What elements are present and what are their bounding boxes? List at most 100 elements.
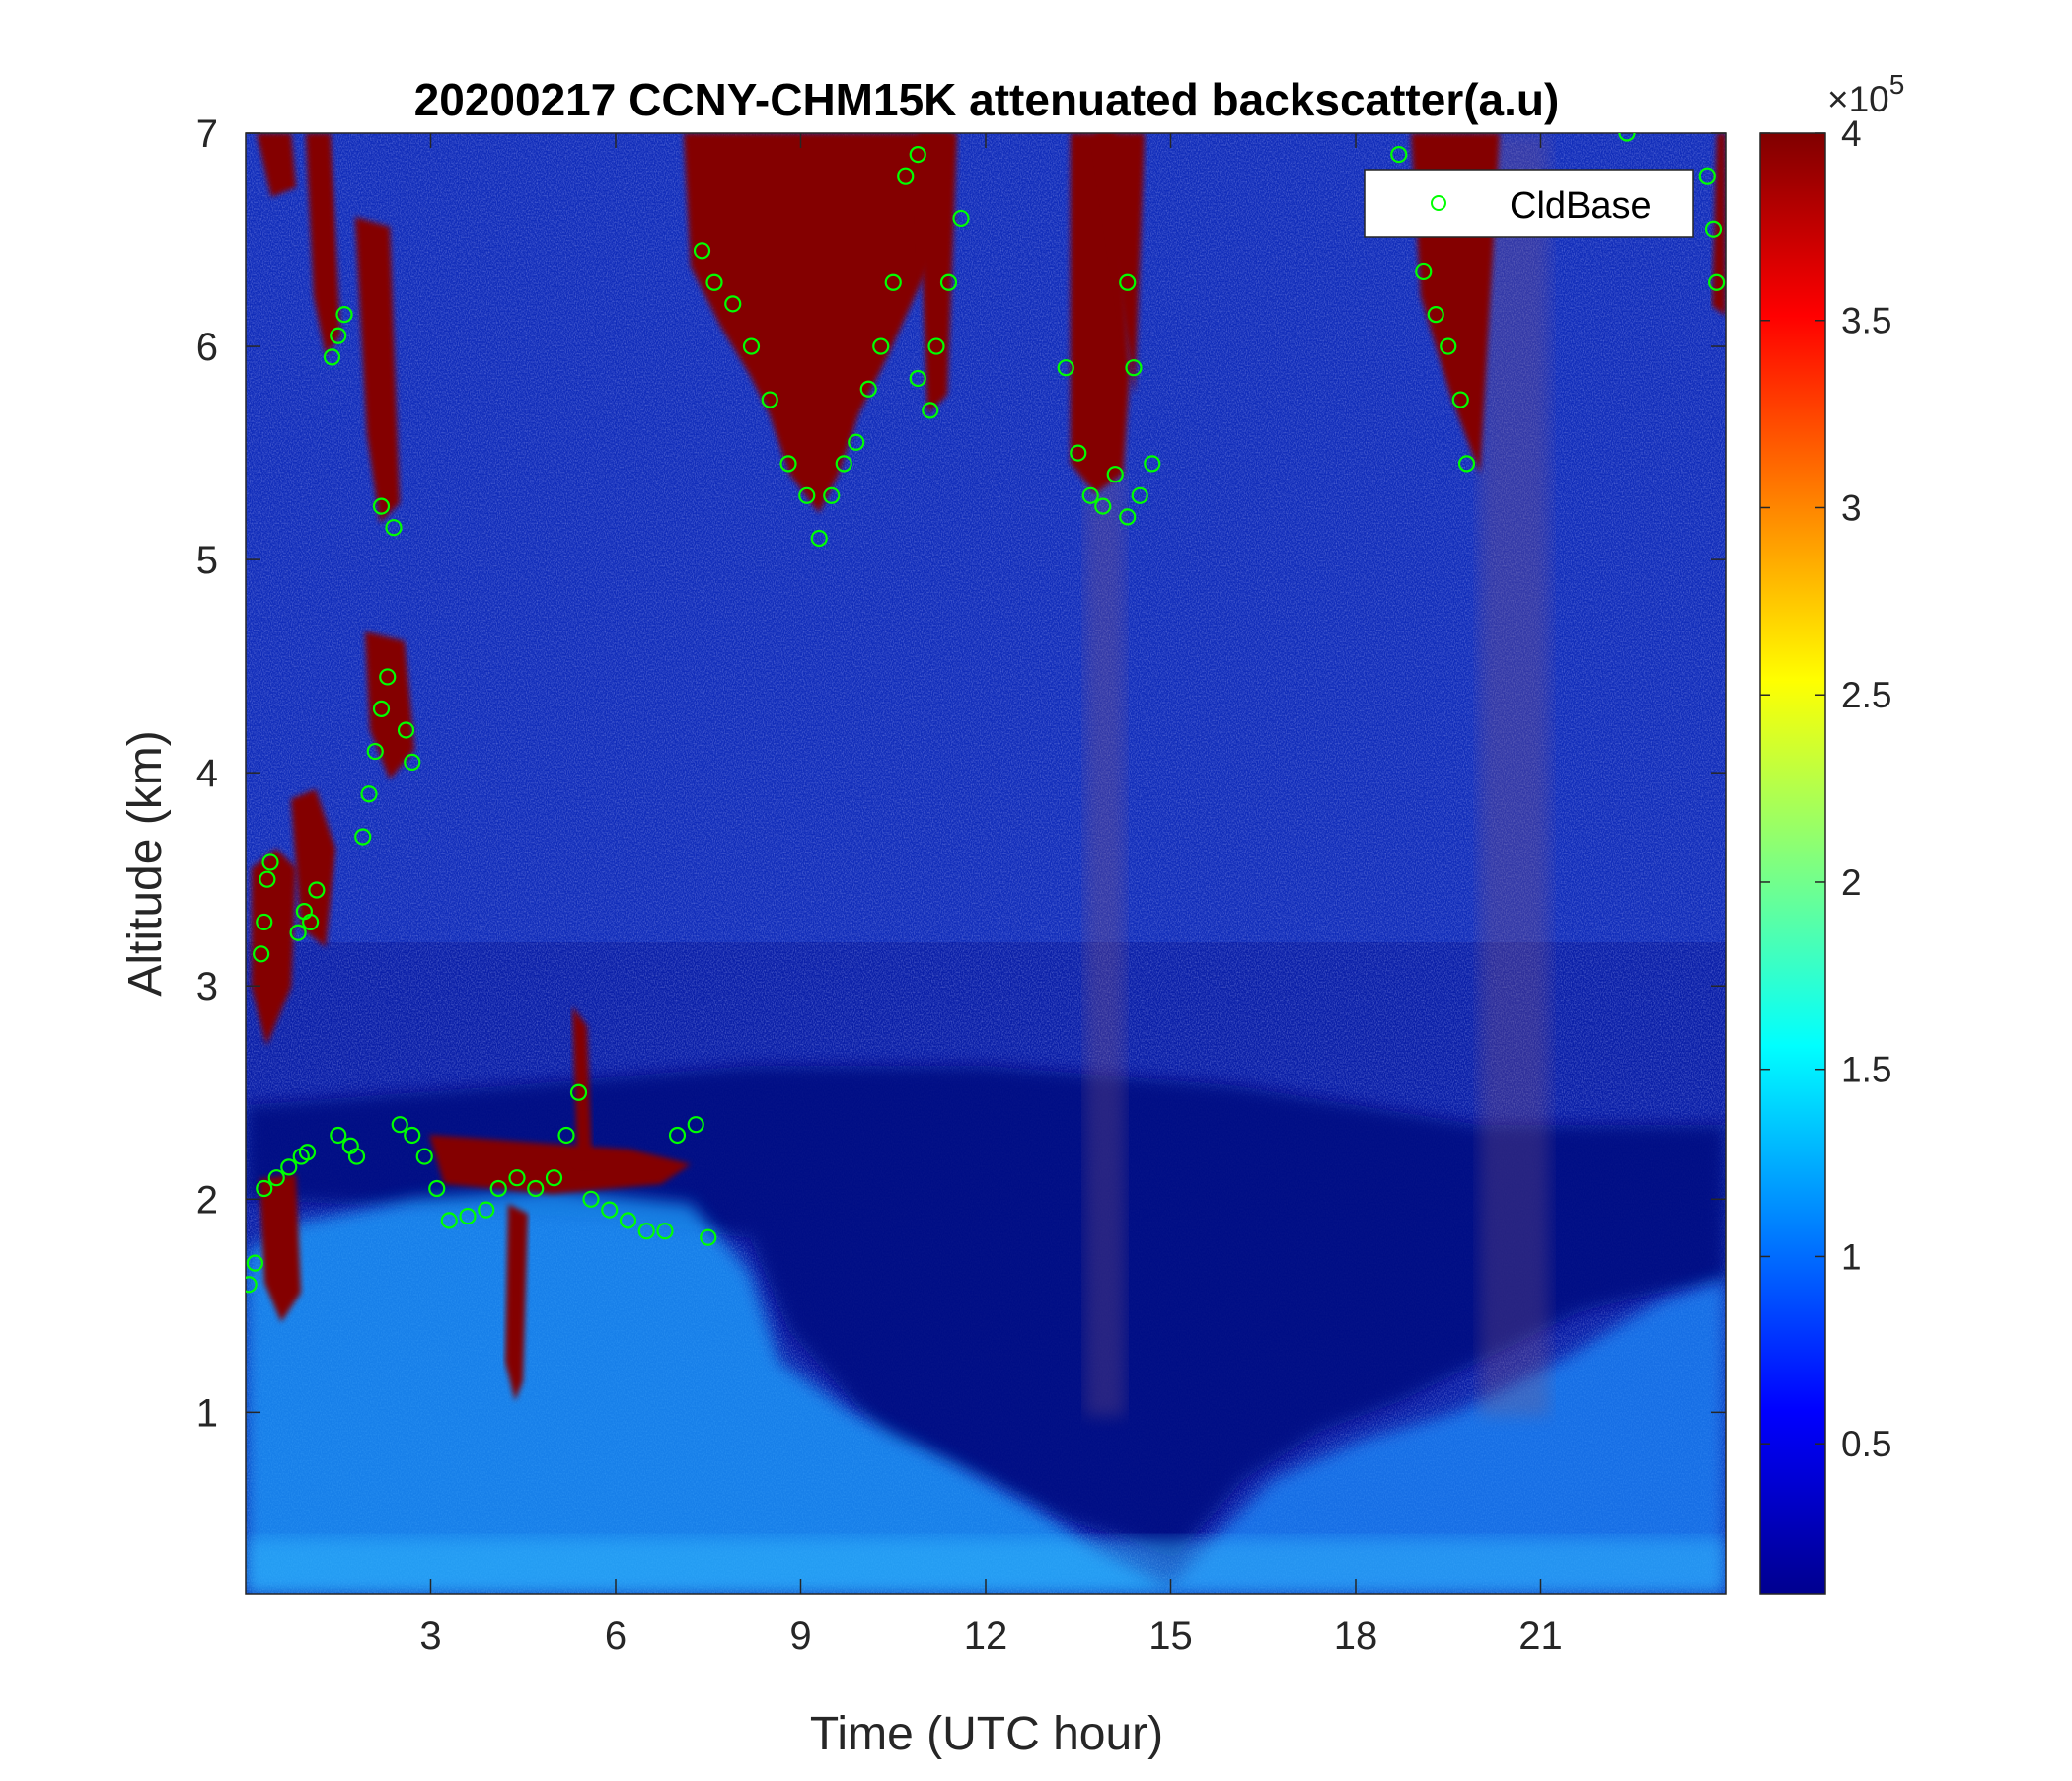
x-axis-label: Time (UTC hour) (810, 1708, 1163, 1760)
cldbase-point (687, 1116, 704, 1134)
cldbase-point (637, 1223, 655, 1240)
cldbase-point (724, 295, 742, 313)
cldbase-point (656, 1223, 674, 1240)
legend-entry-cldbase: CldBase (1510, 186, 1652, 227)
cldbase-point (246, 1276, 258, 1294)
colorbar-tick-label: 3.5 (1841, 301, 1891, 341)
colorbar-exponent-base: ×10 (1827, 79, 1889, 119)
y-axis: 1 2 3 4 5 6 7 (196, 112, 1726, 1435)
cldbase-point (810, 529, 828, 548)
x-tick-label: 12 (964, 1614, 1008, 1658)
cldbase-point (872, 337, 890, 355)
colorbar: 0.5 1 1.5 2 2.5 3 3.5 4 ×105 (1759, 69, 1904, 1595)
legend-marker-icon (1431, 195, 1446, 211)
cldbase-series (246, 133, 1726, 1294)
cldbase-point (1698, 167, 1716, 185)
colorbar-tick-label: 1 (1841, 1236, 1862, 1277)
cldbase-point (1125, 359, 1143, 377)
cldbase-point (1057, 359, 1074, 377)
colorbar-tick-label: 4 (1841, 113, 1862, 154)
cldbase-point (835, 455, 852, 473)
x-tick-label: 3 (419, 1614, 441, 1658)
cldbase-point (1440, 337, 1457, 355)
cldbase-point (404, 753, 421, 771)
cldbase-point (259, 870, 276, 888)
cldbase-point (1119, 508, 1137, 526)
cldbase-point (705, 273, 723, 291)
cloud-patch (429, 1135, 691, 1194)
cldbase-point (404, 1126, 421, 1145)
cldbase-point (1618, 133, 1636, 142)
cldbase-point (330, 327, 347, 344)
y-tick-label: 7 (196, 112, 218, 156)
boundary-layer-left (246, 1189, 1184, 1594)
y-tick-label: 3 (196, 965, 218, 1008)
cloud-patch (365, 631, 414, 779)
cldbase-point (354, 828, 372, 846)
cldbase-point (700, 1228, 717, 1246)
colorbar-tick-label: 2.5 (1841, 675, 1891, 715)
cldbase-point (256, 1179, 273, 1198)
boundary-layer-right (1164, 1278, 1726, 1594)
y-tick-label: 6 (196, 326, 218, 369)
cldbase-point (360, 785, 378, 803)
x-tick-label: 18 (1334, 1614, 1378, 1658)
cldbase-point (1427, 306, 1444, 324)
cloud-patch (306, 133, 340, 355)
cldbase-point (922, 402, 939, 419)
colorbar-tick-label: 2 (1841, 862, 1862, 903)
cldbase-point (897, 167, 915, 185)
cldbase-point (397, 721, 415, 739)
cldbase-point (428, 1179, 446, 1198)
x-tick-label: 6 (605, 1614, 627, 1658)
colorbar-ticks: 0.5 1 1.5 2 2.5 3 3.5 4 (1760, 113, 1891, 1464)
cldbase-point (927, 337, 945, 355)
precip-streak (1480, 133, 1549, 1416)
cldbase-point (1106, 466, 1124, 483)
cldbase-point (909, 369, 926, 388)
cldbase-point (372, 497, 391, 515)
cloud-patch (355, 217, 400, 523)
cldbase-point (939, 273, 958, 291)
cldbase-point (884, 273, 902, 291)
cldbase-point (545, 1169, 563, 1187)
x-tick-label: 15 (1148, 1614, 1193, 1658)
cldbase-point (366, 742, 384, 761)
y-tick-label: 2 (196, 1178, 218, 1222)
cldbase-point (330, 1126, 347, 1145)
cldbase-point (478, 1201, 495, 1219)
cldbase-point (261, 853, 279, 871)
cloud-patch (257, 133, 296, 197)
cldbase-point (1131, 486, 1148, 504)
cldbase-point (1415, 262, 1433, 281)
cldbase-point (267, 1169, 285, 1187)
cldbase-point (1119, 273, 1137, 291)
colorbar-exponent: ×105 (1827, 69, 1904, 119)
cldbase-point (1144, 455, 1161, 473)
cloud-patch (1095, 133, 1145, 395)
cldbase-point (440, 1212, 458, 1229)
chart-title: 20200217 CCNY-CHM15K attenuated backscat… (414, 74, 1560, 125)
y-tick-label: 4 (196, 752, 218, 795)
cldbase-point (557, 1126, 575, 1145)
cldbase-point (742, 337, 761, 355)
cldbase-point (335, 306, 353, 324)
cldbase-point (256, 913, 273, 931)
cldbase-point (280, 1158, 298, 1176)
cloud-patch (291, 789, 335, 947)
cldbase-point (859, 380, 877, 398)
cloud-patch (505, 1204, 528, 1401)
cldbase-point (508, 1169, 526, 1187)
cldbase-point (761, 391, 778, 408)
cldbase-point (601, 1201, 619, 1219)
cldbase-point (1708, 273, 1726, 291)
cldbase-point (1390, 146, 1408, 164)
cloud-patch (252, 849, 296, 1046)
cldbase-point (385, 519, 403, 537)
cldbase-point (909, 146, 926, 164)
x-axis: 3 6 9 12 15 18 21 (419, 133, 1563, 1658)
cldbase-point (582, 1190, 600, 1208)
legend-frame (1364, 169, 1694, 238)
cloud-patch (918, 133, 957, 414)
